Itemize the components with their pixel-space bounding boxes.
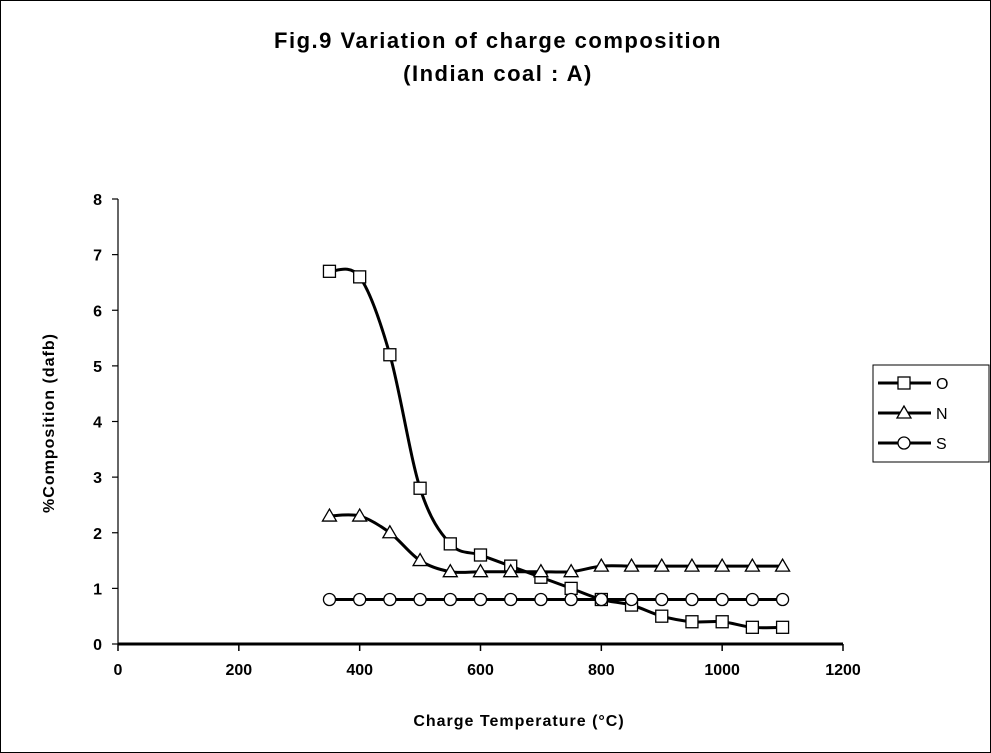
data-point-S	[383, 592, 397, 607]
data-point-O	[775, 620, 790, 634]
data-point-N	[472, 563, 489, 578]
data-point-N	[593, 557, 610, 572]
x-tick-label: 600	[467, 662, 494, 679]
data-point-O	[383, 348, 397, 362]
x-tick-label: 1200	[825, 662, 861, 679]
legend-label-N: N	[936, 406, 948, 423]
legend-marker-O	[897, 376, 911, 390]
data-point-S	[564, 592, 578, 607]
data-point-S	[534, 592, 548, 607]
x-tick-label: 0	[114, 662, 123, 679]
data-point-S	[443, 592, 457, 607]
plot-area: 0 1 2 3 4 5 6 7 8 0 200 400 600 800 1000 1200	[93, 192, 861, 679]
series-line-N	[329, 513, 783, 575]
y-axis-label: %Composition (dafb)	[41, 333, 58, 513]
data-point-S	[413, 592, 427, 607]
data-point-S	[624, 592, 639, 607]
data-point-S	[353, 592, 367, 607]
data-point-S	[715, 592, 729, 607]
y-tick-label: 0	[93, 637, 102, 654]
series-line-O	[329, 267, 783, 630]
data-point-S	[745, 592, 760, 607]
data-point-N	[442, 563, 459, 578]
data-point-S	[775, 592, 790, 607]
data-point-O	[715, 615, 729, 629]
data-point-N	[683, 557, 701, 572]
data-point-S	[655, 592, 669, 607]
data-point-N	[774, 557, 791, 572]
data-point-N	[321, 507, 338, 522]
chart-title: Fig.9 Variation of charge composition	[274, 28, 722, 53]
data-point-N	[411, 552, 429, 567]
x-tick-label: 200	[225, 662, 252, 679]
legend-marker-N	[895, 404, 913, 419]
data-point-O	[685, 615, 699, 629]
y-tick-label: 1	[93, 581, 102, 598]
x-tick-label: 400	[346, 662, 373, 679]
y-tick-label: 5	[93, 359, 102, 376]
y-tick-label: 6	[93, 303, 102, 320]
x-tick-label: 800	[588, 662, 615, 679]
data-point-S	[473, 592, 488, 607]
data-point-N	[623, 557, 640, 572]
legend: ONS	[872, 364, 990, 463]
data-point-N	[502, 563, 519, 578]
y-tick-label: 7	[93, 248, 102, 265]
data-point-O	[745, 620, 760, 634]
data-point-S	[504, 592, 518, 607]
y-tick-label: 2	[93, 526, 102, 543]
data-point-N	[653, 557, 670, 572]
data-point-N	[744, 557, 761, 572]
x-axis-label: Charge Temperature (°C)	[413, 713, 624, 730]
data-point-O	[322, 264, 337, 278]
data-point-N	[532, 563, 550, 578]
data-point-O	[473, 548, 488, 562]
legend-label-O: O	[936, 376, 948, 393]
legend-label-S: S	[936, 436, 947, 453]
y-tick-label: 4	[93, 415, 102, 432]
data-point-O	[413, 481, 427, 495]
data-point-O	[564, 581, 578, 596]
chart-subtitle: (Indian coal : A)	[403, 61, 593, 86]
data-point-N	[351, 507, 368, 522]
data-point-N	[714, 557, 731, 572]
data-point-S	[594, 592, 608, 607]
data-point-N	[381, 524, 399, 539]
legend-marker-S	[897, 436, 911, 450]
y-tick-label: 3	[93, 470, 102, 487]
data-point-N	[562, 563, 580, 578]
data-point-O	[443, 537, 457, 551]
data-point-S	[685, 592, 699, 607]
data-point-O	[353, 270, 367, 284]
data-point-O	[655, 609, 669, 623]
x-tick-label: 1000	[704, 662, 740, 679]
y-tick-label: 8	[93, 192, 102, 209]
data-point-S	[322, 592, 337, 607]
